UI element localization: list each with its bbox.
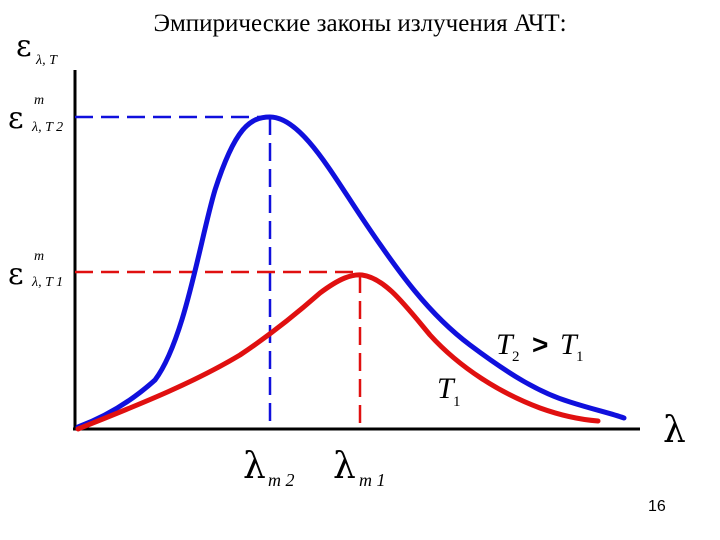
curve-t1: [75, 272, 601, 432]
lambda-m2-symbol: λ: [243, 446, 266, 487]
peak-high-symbol: ε: [8, 101, 24, 136]
lambda-m1-subscript: m 1: [359, 470, 386, 490]
curve-t2: [75, 114, 627, 430]
peak-low-symbol: ε: [8, 257, 24, 292]
y-axis-symbol: ε: [16, 29, 32, 64]
curve-t1-sub: 1: [453, 394, 461, 410]
peak-high-subscript: λ, T 2: [31, 120, 63, 135]
curve-t2-t: T: [496, 328, 515, 361]
peak-low-label: ε m λ, T 1: [8, 249, 63, 292]
curve-t2-t1: T: [560, 328, 579, 361]
peak-high-label: ε m λ, T 2: [8, 93, 63, 136]
y-axis-subscript: λ, T: [35, 53, 58, 68]
curve-t1-label: T 1: [437, 372, 461, 410]
curve-t1-t: T: [437, 372, 456, 405]
curve-t2-label: T 2 > T 1: [496, 328, 584, 365]
lambda-m2-subscript: m 2: [268, 470, 295, 490]
slide-title: Эмпирические законы излучения АЧТ:: [153, 10, 567, 37]
lambda-m1-symbol: λ: [333, 446, 356, 487]
lambda-m2-label: λ m 2: [243, 446, 295, 490]
peak-low-subscript: λ, T 1: [31, 275, 63, 290]
lambda-m1-label: λ m 1: [333, 446, 386, 490]
y-axis-label: ε λ, T: [16, 29, 58, 68]
x-axis-symbol: λ: [663, 410, 686, 451]
curve-t2-t1-sub: 1: [576, 349, 584, 365]
page-number: 16: [648, 498, 666, 515]
comparison-operator: >: [532, 329, 548, 360]
peak-low-superscript: m: [34, 249, 44, 264]
peak-high-superscript: m: [34, 93, 44, 108]
curve-t2-sub: 2: [512, 349, 520, 365]
